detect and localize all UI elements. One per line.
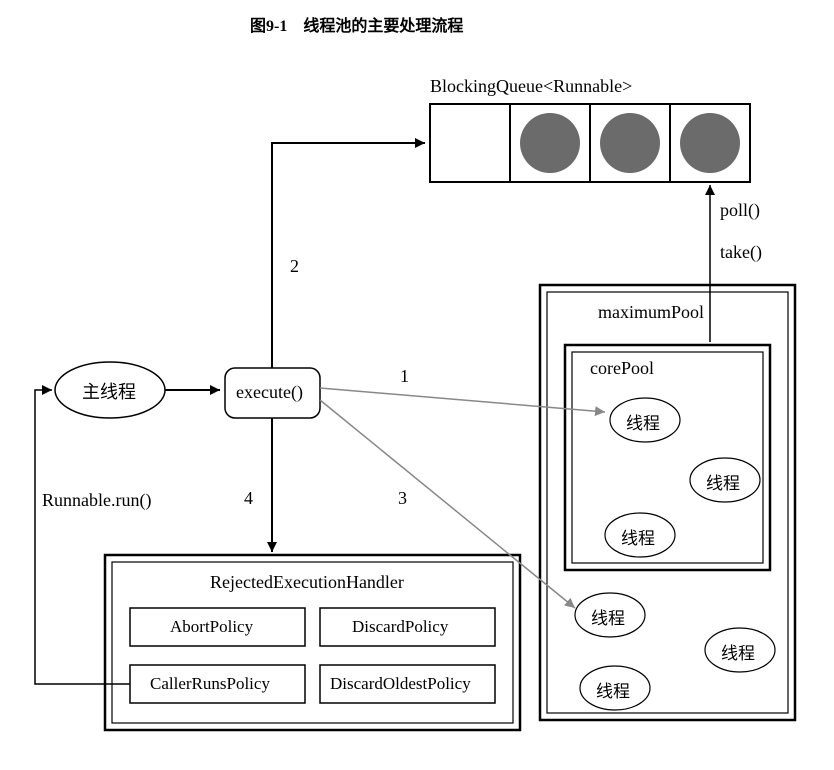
main-thread-label: 主线程 <box>82 378 136 404</box>
take-label: take() <box>720 242 762 263</box>
runnable-run-label: Runnable.run() <box>42 490 151 511</box>
blocking-queue-label: BlockingQueue<Runnable> <box>430 76 632 97</box>
rejected-handler-label: RejectedExecutionHandler <box>210 572 404 593</box>
edge-label-3: 3 <box>398 488 407 509</box>
caller-runs-policy-label: CallerRunsPolicy <box>150 674 270 694</box>
diagram-canvas: 图9-1 线程池的主要处理流程 <box>0 0 834 770</box>
core-pool-inner <box>572 352 763 563</box>
thread-label-1: 线程 <box>626 409 660 434</box>
execute-label: execute() <box>236 382 303 403</box>
maximum-pool-outer <box>540 285 795 720</box>
abort-policy-label: AbortPolicy <box>170 617 253 637</box>
edge-caller-to-main <box>35 390 130 684</box>
thread-label-2: 线程 <box>706 469 740 494</box>
discard-oldest-policy-label: DiscardOldestPolicy <box>330 674 471 694</box>
edge-label-4: 4 <box>244 488 253 509</box>
poll-label: poll() <box>720 200 760 221</box>
thread-label-4: 线程 <box>591 604 625 629</box>
thread-label-5: 线程 <box>721 639 755 664</box>
edge-execute-to-core <box>320 388 605 412</box>
maximum-pool-label: maximumPool <box>598 302 704 323</box>
thread-label-6: 线程 <box>596 677 630 702</box>
core-pool-label: corePool <box>590 358 654 379</box>
thread-label-3: 线程 <box>621 524 655 549</box>
edge-label-1: 1 <box>400 366 409 387</box>
discard-policy-label: DiscardPolicy <box>352 617 448 637</box>
blocking-queue <box>430 104 750 182</box>
edge-label-2: 2 <box>290 256 299 277</box>
